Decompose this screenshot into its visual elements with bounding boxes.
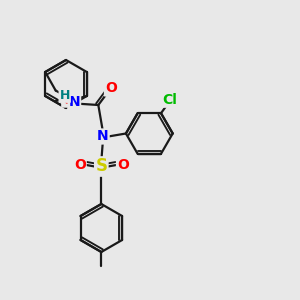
Text: O: O (74, 158, 86, 172)
Text: N: N (68, 95, 80, 109)
Text: S: S (95, 158, 107, 175)
Text: O: O (62, 93, 74, 106)
Text: H: H (59, 89, 70, 102)
Text: O: O (105, 82, 117, 95)
Text: O: O (117, 158, 129, 172)
Text: N: N (97, 130, 109, 143)
Text: Cl: Cl (163, 93, 178, 107)
